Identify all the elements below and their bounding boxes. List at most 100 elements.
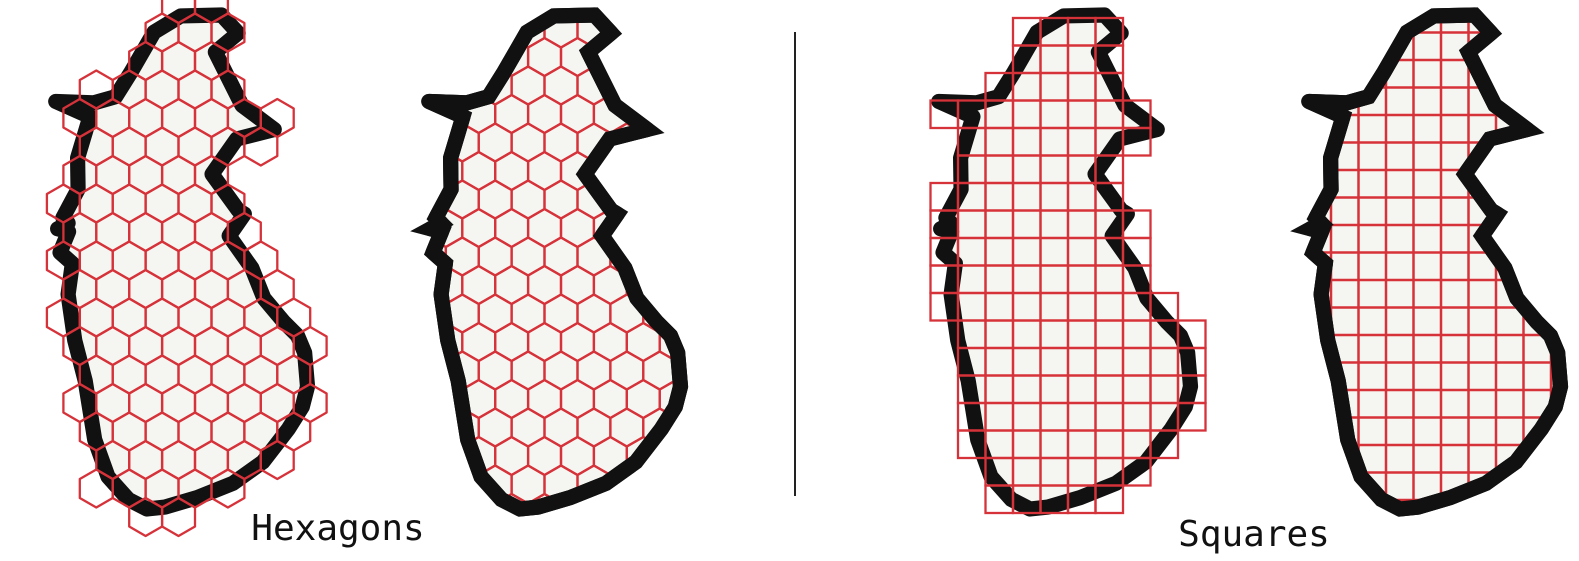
square-cell <box>1522 86 1553 117</box>
hexagon-cell <box>380 181 413 219</box>
square-cell <box>1549 58 1561 89</box>
square-cell <box>1494 141 1525 172</box>
square-cell <box>1276 170 1304 198</box>
hexagon-cell <box>625 492 661 509</box>
square-cell <box>1522 15 1553 34</box>
square-cell <box>1121 456 1152 487</box>
square-cell <box>1276 88 1304 116</box>
square-cell <box>1467 498 1498 509</box>
hexagon-cell <box>380 295 413 333</box>
hexagon-cell <box>428 36 464 78</box>
hexagon-cell <box>428 435 431 477</box>
square-cell <box>1149 429 1180 460</box>
hexagon-cell <box>461 15 497 21</box>
hexagon-cell <box>210 468 246 509</box>
square-cell <box>1308 31 1333 62</box>
square-cell <box>1549 15 1561 34</box>
hexagon-cell <box>658 150 681 192</box>
hexagon-cell <box>428 264 431 306</box>
square-cell <box>1522 141 1553 172</box>
hexagon-cell <box>380 67 413 105</box>
hexagon-cell <box>526 492 563 509</box>
square-cell <box>1549 86 1561 117</box>
square-cell <box>1551 528 1579 556</box>
square-cell <box>1276 418 1304 446</box>
square-cell <box>1329 31 1360 62</box>
hexagon-cell <box>675 293 681 334</box>
hexagon-cell <box>658 93 681 135</box>
square-cell <box>1121 126 1152 157</box>
square-cell <box>1329 498 1360 509</box>
square-cell <box>1276 363 1304 391</box>
hexagon-cell <box>364 323 397 361</box>
square-cell <box>1524 528 1552 556</box>
square-cell <box>1276 390 1304 418</box>
square-cell <box>1386 528 1414 556</box>
square-cell <box>1276 5 1304 33</box>
square-cell <box>1549 196 1561 227</box>
hexagon-cell <box>625 15 661 21</box>
hexagons-covering-panel <box>45 0 328 538</box>
square-cell <box>1522 498 1553 509</box>
hexagon-cell <box>675 464 681 505</box>
hexagon-cell <box>428 321 431 363</box>
hexagon-cell <box>642 65 678 106</box>
hexagons-clipped-panel <box>364 0 710 532</box>
hexagon-grid-cells <box>45 0 328 538</box>
square-cell <box>1494 58 1525 89</box>
hexagon-cell <box>477 15 513 49</box>
hexagon-cell <box>364 38 397 76</box>
square-cell <box>1549 416 1561 447</box>
hexagon-cell <box>160 496 197 538</box>
square-cell <box>1549 361 1561 392</box>
hexagon-cell <box>380 238 413 276</box>
square-cell <box>1522 58 1553 89</box>
hexagon-cell <box>364 209 397 247</box>
square-cell <box>1549 443 1561 474</box>
square-cell <box>1549 471 1561 502</box>
square-cell <box>1276 473 1304 501</box>
square-cell <box>1357 31 1388 62</box>
square-cell <box>1276 198 1304 226</box>
square-cell <box>1176 401 1207 432</box>
hexagon-cell <box>658 36 681 78</box>
square-cell <box>1329 58 1360 89</box>
hexagon-cell <box>428 15 447 49</box>
hexagon-cell <box>658 15 681 21</box>
square-cell <box>1549 168 1561 199</box>
hexagon-cell <box>428 378 431 420</box>
hexagon-cell <box>78 468 114 509</box>
hexagon-cell <box>428 36 431 78</box>
square-cell <box>1522 31 1553 62</box>
square-cell <box>1308 113 1333 144</box>
square-cell <box>1276 143 1304 171</box>
hexagon-cell <box>364 152 397 190</box>
hexagon-cell <box>642 179 678 220</box>
square-cell <box>1276 115 1304 143</box>
square-cell <box>1494 15 1525 34</box>
square-cell <box>1522 471 1553 502</box>
square-cell <box>1549 251 1561 282</box>
hexagon-cell <box>380 466 413 504</box>
square-cell <box>1276 445 1304 473</box>
square-cell <box>1549 278 1561 309</box>
hexagon-cell <box>428 492 464 509</box>
square-cell <box>1414 528 1442 556</box>
square-cell <box>1276 33 1304 61</box>
hexagon-cell <box>675 407 681 448</box>
hexagon-cell <box>364 0 397 19</box>
hexagon-cell <box>494 492 530 509</box>
square-cell <box>1308 388 1333 419</box>
hexagon-cell <box>428 464 447 505</box>
hexagon-cell <box>380 352 413 390</box>
square-cell <box>1308 471 1333 502</box>
hexagon-cell <box>444 15 480 49</box>
hexagon-cell <box>675 65 681 106</box>
hexagon-cell <box>658 435 681 477</box>
hexagon-cell <box>380 10 413 48</box>
hexagon-cell <box>428 15 464 21</box>
hexagon-cell <box>243 126 279 167</box>
square-cell <box>1276 60 1304 88</box>
hexagon-cell <box>428 350 447 391</box>
